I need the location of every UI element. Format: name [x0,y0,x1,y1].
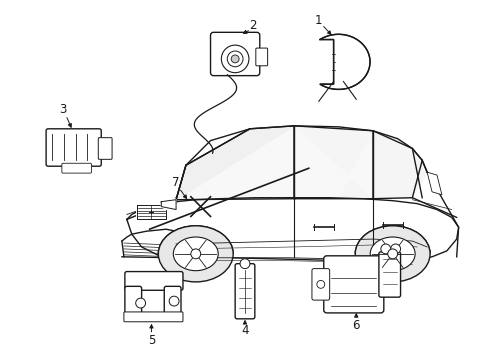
Polygon shape [319,34,369,89]
Ellipse shape [158,226,233,282]
Polygon shape [126,126,294,219]
Text: 5: 5 [147,334,155,347]
Circle shape [240,259,249,269]
Circle shape [390,244,400,254]
FancyBboxPatch shape [124,271,183,290]
Circle shape [227,51,243,67]
Text: 1: 1 [314,14,322,27]
Polygon shape [161,198,176,210]
FancyBboxPatch shape [98,138,112,159]
Circle shape [231,55,239,63]
Ellipse shape [173,237,218,271]
Circle shape [169,296,179,306]
FancyBboxPatch shape [255,48,267,66]
FancyBboxPatch shape [62,163,91,173]
Text: 4: 4 [241,324,248,337]
FancyBboxPatch shape [124,286,142,320]
FancyBboxPatch shape [210,32,259,76]
Text: 6: 6 [352,319,359,332]
Polygon shape [426,172,441,195]
FancyBboxPatch shape [311,269,329,300]
Text: 3: 3 [59,103,66,116]
Polygon shape [294,126,372,199]
Circle shape [316,280,324,288]
Ellipse shape [369,237,414,271]
Circle shape [221,45,248,73]
Polygon shape [176,126,294,200]
FancyBboxPatch shape [378,252,400,297]
FancyBboxPatch shape [164,286,181,315]
Circle shape [190,249,200,259]
Circle shape [380,244,390,254]
Polygon shape [137,202,166,221]
FancyBboxPatch shape [235,264,254,319]
Circle shape [136,298,145,308]
Text: 7: 7 [172,176,180,189]
Circle shape [387,249,397,259]
FancyBboxPatch shape [123,312,183,322]
FancyBboxPatch shape [46,129,101,166]
Text: 2: 2 [248,19,256,32]
Polygon shape [185,126,426,199]
Ellipse shape [355,226,429,282]
FancyBboxPatch shape [323,256,383,313]
